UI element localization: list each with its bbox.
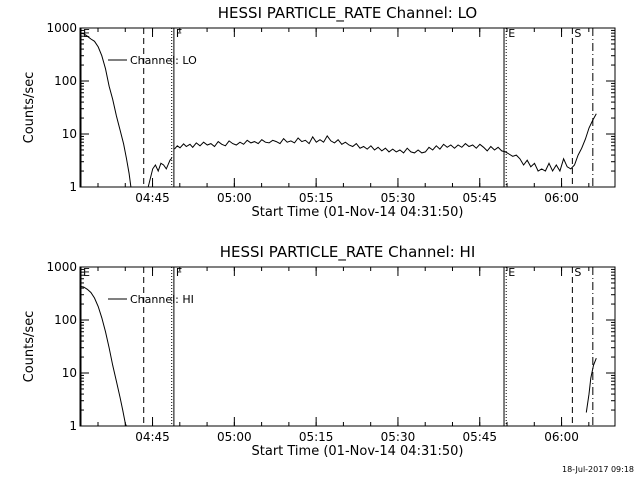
chart-panel-2: HESSI PARTICLE_RATE Channel: HI 1 10 100 100… [22, 243, 616, 459]
x-tick-label: 05:45 [462, 430, 497, 444]
chart-panel-1: HESSI PARTICLE_RATE Channel: LO 1 10 100 100… [22, 4, 616, 220]
x-tick-label: 05:45 [462, 191, 497, 205]
legend-label: Channel: LO [130, 54, 197, 67]
series-line [585, 358, 597, 413]
series-line [79, 285, 127, 427]
plot-frame [79, 27, 616, 188]
event-marker-label: S [574, 27, 581, 40]
y-tick-label: 10 [62, 127, 77, 141]
chart-title: HESSI PARTICLE_RATE Channel: LO [218, 4, 477, 23]
event-marker-label: E [83, 27, 90, 40]
x-tick-label: 04:45 [135, 191, 170, 205]
event-marker-label: F [176, 27, 182, 40]
event-marker-label: S [574, 266, 581, 279]
chart-title: HESSI PARTICLE_RATE Channel: HI [220, 243, 476, 262]
x-tick-label: 05:15 [299, 430, 334, 444]
series-line [174, 113, 597, 173]
x-axis-label: Start Time (01-Nov-14 04:31:50) [252, 444, 464, 459]
event-marker-label: E [508, 27, 515, 40]
legend-label: Channel: HI [130, 293, 194, 306]
y-tick-label: 1000 [46, 260, 77, 274]
x-tick-label: 06:00 [544, 430, 579, 444]
y-axis-label: Counts/sec [22, 311, 37, 383]
event-marker-label: E [83, 266, 90, 279]
y-tick-label: 1 [69, 419, 77, 433]
x-tick-label: 05:15 [299, 191, 334, 205]
y-tick-label: 1000 [46, 21, 77, 35]
timestamp: 18-Jul-2017 09:18 [562, 465, 635, 474]
series-line [147, 157, 173, 188]
y-tick-label: 1 [69, 180, 77, 194]
series-line [79, 32, 132, 188]
y-axis-label: Counts/sec [22, 72, 37, 144]
x-tick-label: 05:00 [217, 191, 252, 205]
x-tick-label: 05:00 [217, 430, 252, 444]
event-marker-label: E [508, 266, 515, 279]
event-marker-label: F [176, 266, 182, 279]
y-tick-label: 100 [54, 313, 77, 327]
y-tick-label: 10 [62, 366, 77, 380]
plot-frame [79, 266, 616, 427]
x-tick-label: 06:00 [544, 191, 579, 205]
y-tick-label: 100 [54, 74, 77, 88]
x-axis-label: Start Time (01-Nov-14 04:31:50) [252, 205, 464, 220]
x-tick-label: 04:45 [135, 430, 170, 444]
x-tick-label: 05:30 [381, 430, 416, 444]
x-tick-label: 05:30 [381, 191, 416, 205]
